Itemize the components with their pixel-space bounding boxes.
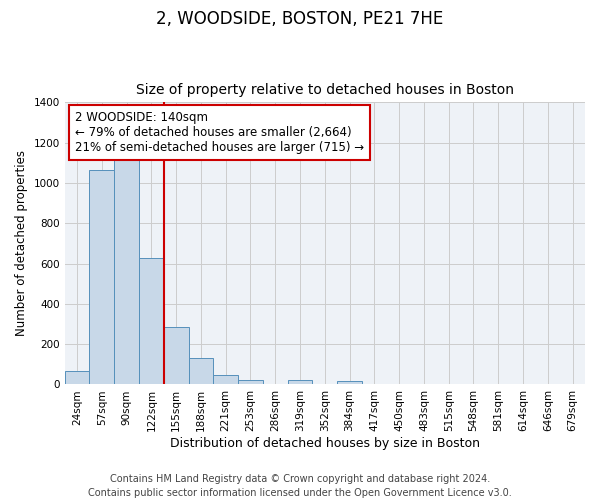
Y-axis label: Number of detached properties: Number of detached properties [15,150,28,336]
Text: 2, WOODSIDE, BOSTON, PE21 7HE: 2, WOODSIDE, BOSTON, PE21 7HE [157,10,443,28]
Bar [238,380,263,384]
Bar [65,372,89,384]
Bar [337,382,362,384]
Bar [139,258,164,384]
Text: Contains HM Land Registry data © Crown copyright and database right 2024.
Contai: Contains HM Land Registry data © Crown c… [88,474,512,498]
Bar [89,170,114,384]
Bar [164,327,188,384]
Bar [188,358,214,384]
Bar [287,380,313,384]
Title: Size of property relative to detached houses in Boston: Size of property relative to detached ho… [136,83,514,97]
Bar [114,152,139,384]
Text: 2 WOODSIDE: 140sqm
← 79% of detached houses are smaller (2,664)
21% of semi-deta: 2 WOODSIDE: 140sqm ← 79% of detached hou… [75,111,364,154]
X-axis label: Distribution of detached houses by size in Boston: Distribution of detached houses by size … [170,437,480,450]
Bar [214,376,238,384]
